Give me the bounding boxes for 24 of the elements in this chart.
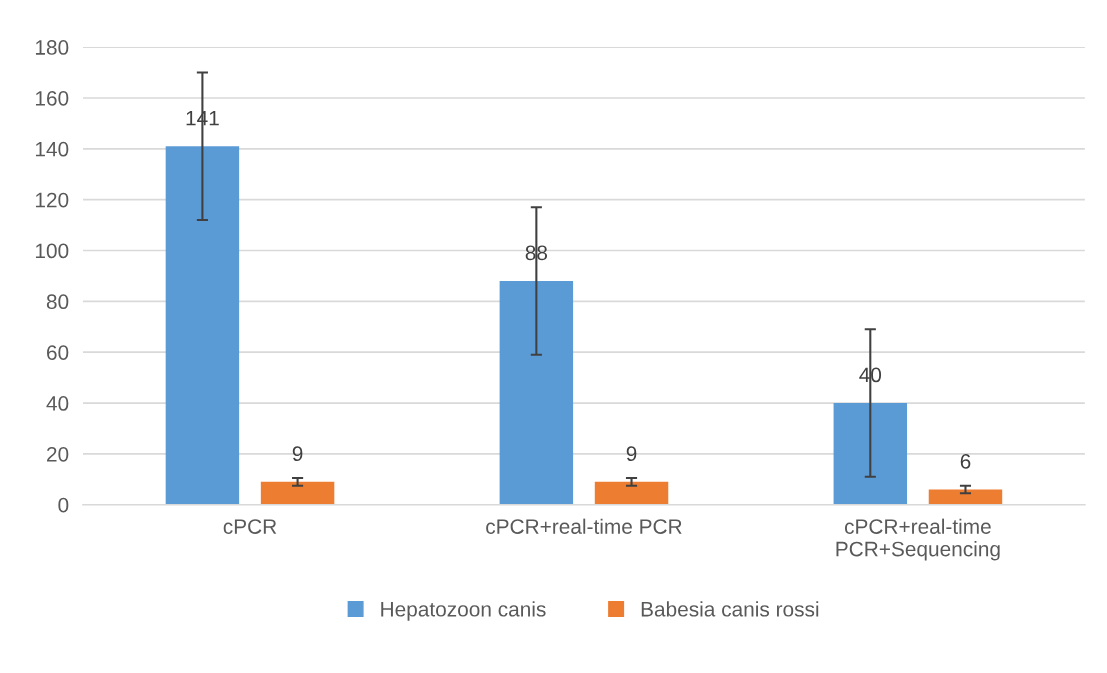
y-tick-label: 20 <box>47 446 69 462</box>
y-tick-label: 180 <box>35 40 69 55</box>
y-tick-label: 160 <box>35 90 69 106</box>
y-tick-label: 100 <box>35 243 69 259</box>
legend-label: Hepatozoon canis <box>381 601 546 621</box>
y-tick-label: 80 <box>46 294 69 310</box>
data-label: 9 <box>292 446 303 462</box>
x-tick-label: cPCR <box>223 519 277 534</box>
bar <box>165 146 240 505</box>
bar <box>833 403 908 505</box>
bar <box>594 481 669 505</box>
bar <box>499 281 574 505</box>
x-tick-label: cPCR+real-time PCR <box>486 518 682 534</box>
x-tick-label: cPCR+real-time PCR+Sequencing <box>836 518 1000 561</box>
y-tick-label: 140 <box>35 141 69 157</box>
y-tick-label: 40 <box>46 396 69 411</box>
bar <box>928 489 1003 505</box>
y-tick-label: 120 <box>35 192 69 208</box>
data-label: 6 <box>960 453 971 469</box>
y-tick-label: 60 <box>47 345 69 360</box>
data-label: 9 <box>626 446 637 462</box>
bar <box>260 481 335 505</box>
y-tick-label: 0 <box>58 497 69 513</box>
legend-label: Babesia canis rossi <box>641 601 819 617</box>
